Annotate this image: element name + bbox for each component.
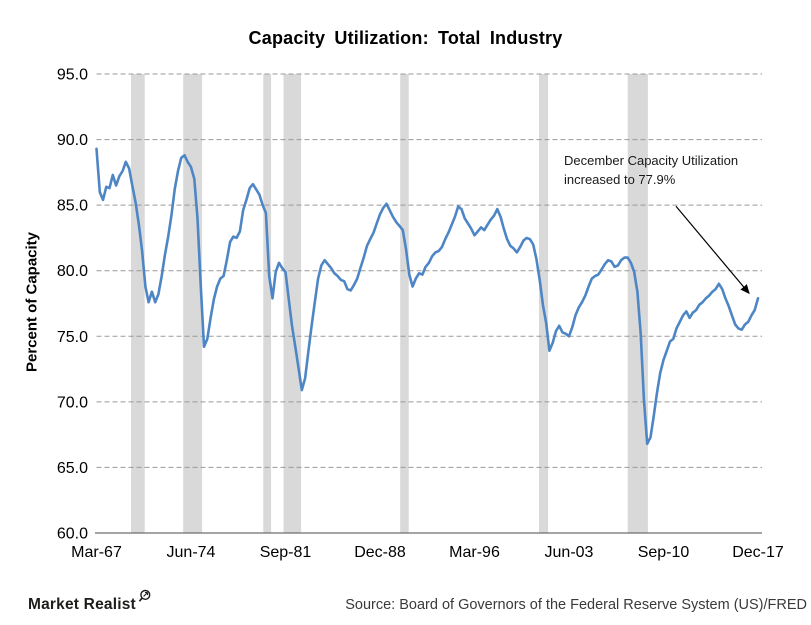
y-tick-label: 95.0 bbox=[57, 67, 88, 84]
source-text: Source: Board of Governors of the Federa… bbox=[345, 597, 807, 613]
x-tick-label: Jun-03 bbox=[545, 544, 594, 561]
recession-band bbox=[183, 74, 203, 533]
y-tick-label: 80.0 bbox=[57, 263, 88, 280]
annotation-line-1: December Capacity Utilization bbox=[564, 153, 739, 168]
annotation-callout: December Capacity Utilization increased … bbox=[564, 152, 774, 190]
recession-band bbox=[400, 74, 409, 533]
x-tick-label: Mar-96 bbox=[449, 544, 500, 561]
magnifier-icon bbox=[138, 589, 151, 602]
x-tick-label: Mar-67 bbox=[71, 544, 122, 561]
x-tick-label: Sep-10 bbox=[638, 544, 690, 561]
y-tick-label: 75.0 bbox=[57, 329, 88, 346]
recession-band bbox=[283, 74, 302, 533]
x-tick-label: Dec-88 bbox=[354, 544, 406, 561]
x-tick-label: Jun-74 bbox=[167, 544, 216, 561]
brand-name: Market Realist bbox=[28, 596, 136, 613]
annotation-arrow bbox=[675, 205, 750, 295]
y-tick-label: 60.0 bbox=[57, 526, 88, 543]
y-tick-label: 70.0 bbox=[57, 394, 88, 411]
y-tick-label: 90.0 bbox=[57, 132, 88, 149]
y-tick-label: 85.0 bbox=[57, 198, 88, 215]
recession-band bbox=[131, 74, 145, 533]
recession-band bbox=[263, 74, 272, 533]
x-tick-label: Sep-81 bbox=[260, 544, 312, 561]
brand-logo: Market Realist bbox=[28, 589, 152, 614]
annotation-line-2: increased to 77.9% bbox=[564, 171, 676, 187]
utilization-line bbox=[95, 147, 760, 446]
x-tick-label: Dec-17 bbox=[732, 544, 784, 561]
y-tick-label: 65.0 bbox=[57, 460, 88, 477]
chart-title: Capacity Utilization: Total Industry bbox=[248, 28, 563, 48]
